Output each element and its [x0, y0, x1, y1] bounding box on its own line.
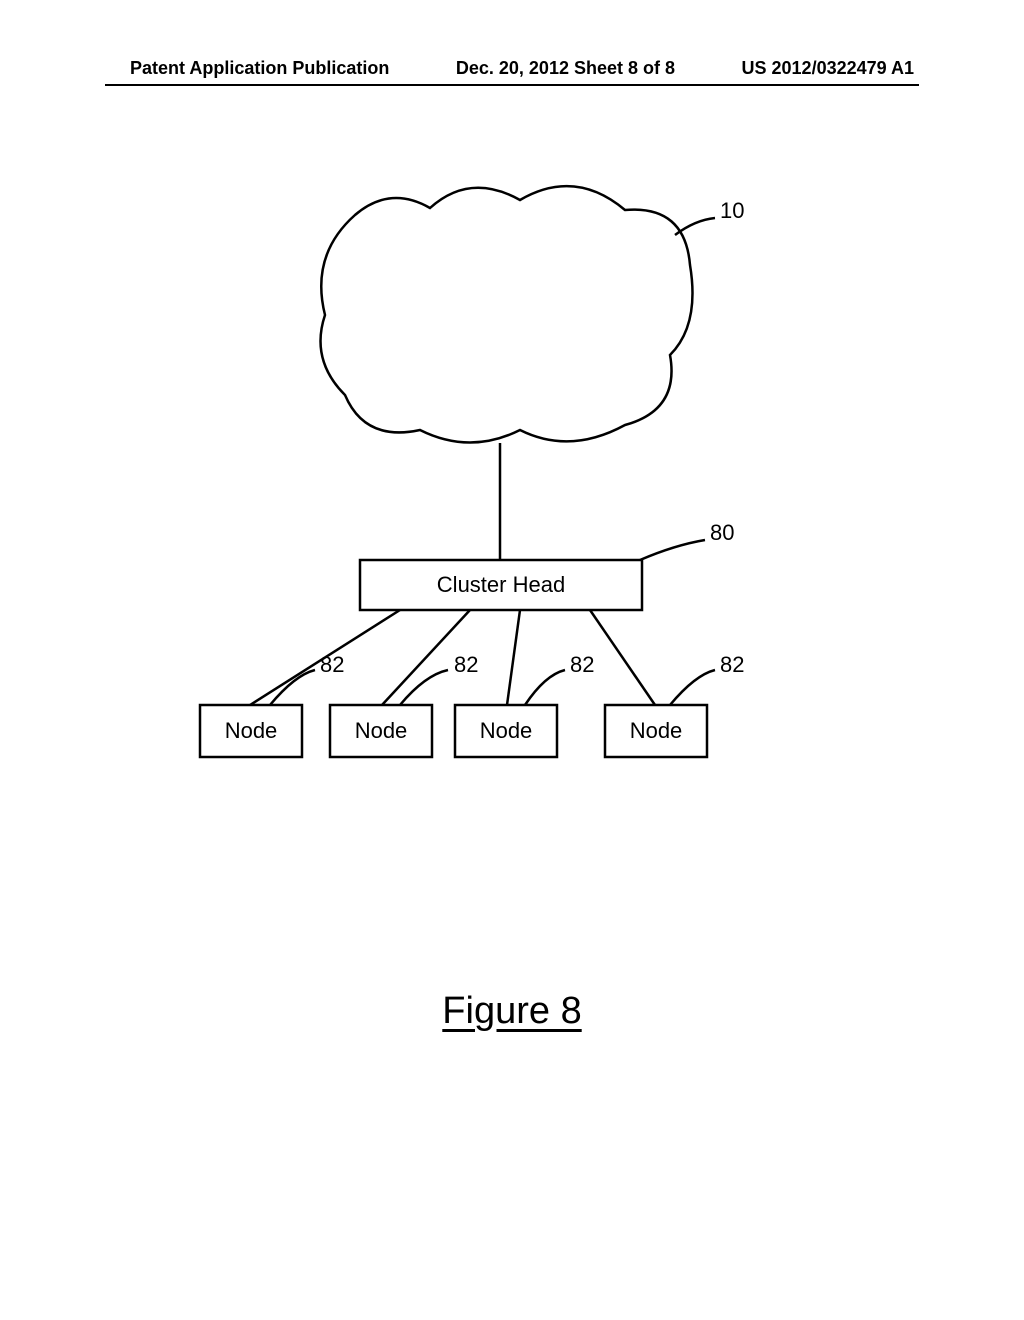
ref-num-82-1: 82 [320, 652, 344, 677]
ref-leader-80 [640, 540, 705, 560]
header-center: Dec. 20, 2012 Sheet 8 of 8 [456, 58, 675, 79]
node-label-1: Node [225, 718, 278, 743]
network-diagram: 10 Cluster Head 80 Node Node Node Node 8… [0, 160, 1024, 860]
diagram-container: 10 Cluster Head 80 Node Node Node Node 8… [0, 160, 1024, 860]
header-left: Patent Application Publication [130, 58, 389, 79]
node-label-2: Node [355, 718, 408, 743]
ref-num-10: 10 [720, 198, 744, 223]
ref-num-80: 80 [710, 520, 734, 545]
ref-leader-82-4 [670, 670, 715, 705]
ref-leader-82-2 [400, 670, 448, 705]
node-label-3: Node [480, 718, 533, 743]
cluster-head-label: Cluster Head [437, 572, 565, 597]
cluster-to-node-3 [507, 610, 520, 705]
ref-num-82-3: 82 [570, 652, 594, 677]
cloud-icon [321, 186, 693, 442]
ref-leader-82-3 [525, 670, 565, 705]
ref-num-82-4: 82 [720, 652, 744, 677]
header-right: US 2012/0322479 A1 [742, 58, 914, 79]
header-divider [105, 84, 919, 86]
cluster-to-node-4 [590, 610, 655, 705]
ref-num-82-2: 82 [454, 652, 478, 677]
node-label-4: Node [630, 718, 683, 743]
figure-caption: Figure 8 [442, 990, 581, 1033]
